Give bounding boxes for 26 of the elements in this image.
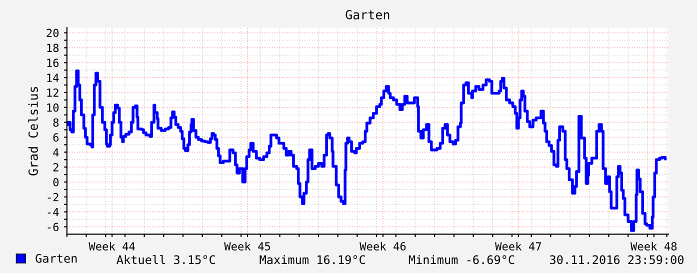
x-tick-label: Week 45 bbox=[224, 242, 270, 251]
text: Minimum -6.69°C bbox=[408, 255, 514, 264]
y-tick-label: 4 bbox=[53, 148, 59, 156]
y-tick-label: 10 bbox=[47, 103, 59, 112]
text: Aktuell 3.15°C bbox=[116, 254, 215, 264]
x-tick-label: Week 44 bbox=[88, 242, 135, 251]
y-tick-label: 6 bbox=[53, 133, 59, 142]
y-tick-label: 16 bbox=[47, 58, 59, 68]
y-tick-label: 0 bbox=[53, 178, 59, 186]
y-tick-label: 2 bbox=[53, 163, 58, 172]
x-tick-label: Week 46 bbox=[360, 242, 406, 251]
x-tick-label: Week 48 bbox=[630, 242, 677, 251]
x-tick-label: Week 47 bbox=[495, 242, 542, 251]
y-tick-label: 8 bbox=[53, 118, 59, 127]
y-tick-label: 18 bbox=[47, 44, 59, 52]
y-tick-label: 12 bbox=[47, 88, 58, 97]
y-tick-label: -2 bbox=[48, 192, 58, 202]
y-tick-label: -6 bbox=[48, 222, 59, 232]
y-tick-label: 14 bbox=[47, 74, 59, 82]
y-axis-title: Grad Celsius bbox=[28, 86, 38, 176]
text: Maximum 16.19°C bbox=[260, 255, 365, 264]
y-tick-label: 20 bbox=[46, 28, 59, 38]
legend-label: Garten bbox=[36, 254, 77, 263]
y-tick-label: -4 bbox=[48, 208, 59, 216]
text: 30.11.2016 23:59:00 bbox=[550, 255, 684, 264]
chart-title: Garten bbox=[346, 10, 390, 20]
